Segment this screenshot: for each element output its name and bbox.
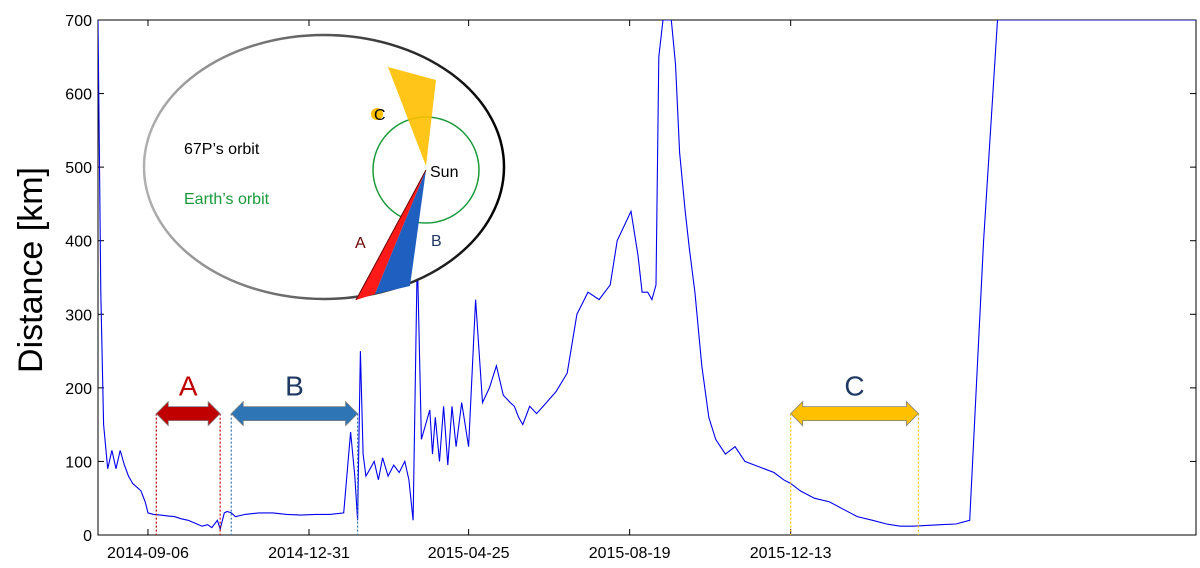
wedge-b (375, 170, 426, 294)
x-tick-label: 2014-12-31 (268, 545, 350, 562)
distance-line (98, 20, 1196, 532)
y-tick-label: 600 (65, 87, 92, 104)
y-tick-label: 500 (65, 160, 92, 177)
earth-orbit-label: Earth’s orbit (184, 191, 270, 208)
wedge-a-label: A (355, 235, 366, 252)
orbit-67p-label: 67P’s orbit (184, 141, 260, 158)
wedge-c (388, 67, 436, 166)
range-markers: A B C (155, 371, 919, 535)
y-tick-label: 400 (65, 234, 92, 251)
plot-frame (97, 19, 1197, 536)
wedge-c-label: C (374, 107, 386, 124)
range-label-b: B (285, 371, 304, 402)
range-label-c: C (844, 371, 864, 402)
range-arrow-b (230, 400, 359, 427)
wedge-b-label: B (431, 233, 442, 250)
wedge-edge (355, 169, 427, 301)
data-series (98, 20, 1196, 532)
range-arrow-c (790, 400, 919, 427)
y-tick-label: 700 (65, 13, 92, 30)
x-tick-label: 2015-08-19 (589, 545, 671, 562)
y-tick-label: 300 (65, 307, 92, 324)
y-tick-label: 0 (83, 528, 92, 545)
orbit-inset: C 67P’s orbit Earth’s orbit Sun A B (142, 33, 506, 301)
x-tick-label: 2015-12-13 (750, 545, 832, 562)
sun-label: Sun (430, 164, 458, 181)
range-label-a: A (179, 371, 198, 402)
range-arrow-a (155, 400, 221, 427)
y-tick-label: 100 (65, 454, 92, 471)
x-tick-label: 2014-09-06 (107, 545, 189, 562)
y-tick-label: 200 (65, 381, 92, 398)
comet-position-c (371, 108, 383, 120)
y-axis-label: Distance [km] (12, 167, 50, 373)
axes: 0 100 200 300 400 500 600 700 2014-09-06 2014-12-… (65, 13, 1197, 562)
x-tick-label: 2015-04-25 (428, 545, 510, 562)
